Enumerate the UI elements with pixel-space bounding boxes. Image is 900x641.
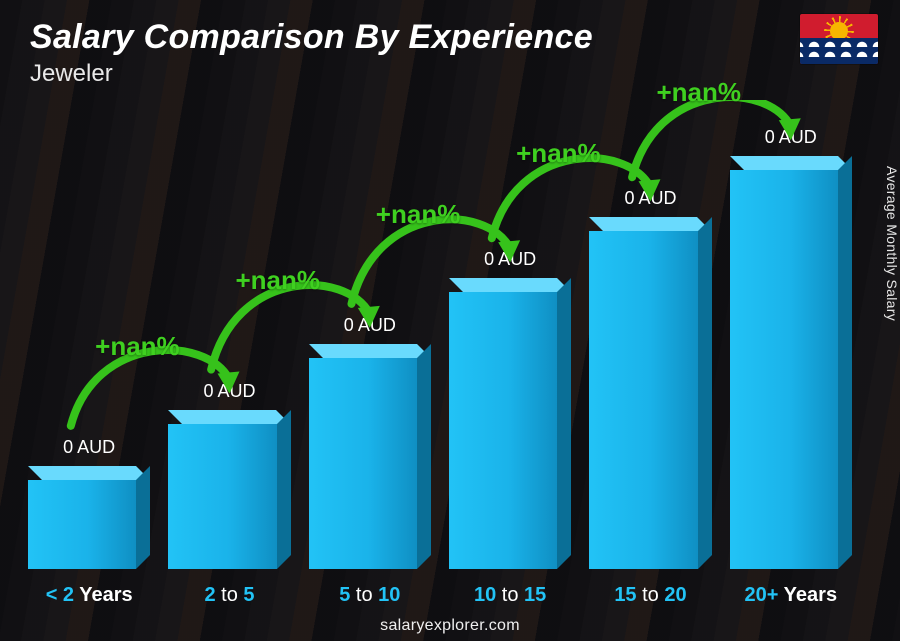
- bar-shape: [449, 278, 571, 569]
- infographic: Salary Comparison By Experience Jeweler …: [0, 0, 900, 641]
- x-label: 5 to 10: [309, 584, 431, 607]
- bar-shape: [309, 344, 431, 569]
- bar-4: 0 AUD: [589, 100, 711, 569]
- x-label: < 2 Years: [28, 584, 150, 607]
- bar-shape: [589, 217, 711, 569]
- x-label: 15 to 20: [589, 584, 711, 607]
- bar-value-label: 0 AUD: [344, 315, 396, 336]
- bar-shape: [168, 410, 290, 569]
- title: Salary Comparison By Experience: [30, 18, 593, 57]
- bar-value-label: 0 AUD: [765, 127, 817, 148]
- bar-value-label: 0 AUD: [484, 249, 536, 270]
- subtitle: Jeweler: [30, 60, 113, 88]
- bar-5: 0 AUD: [730, 100, 852, 569]
- bar-3: 0 AUD: [449, 100, 571, 569]
- y-axis-label: Average Monthly Salary: [884, 166, 900, 321]
- bar-shape: [730, 156, 852, 569]
- footer-attribution: salaryexplorer.com: [0, 617, 900, 635]
- bar-1: 0 AUD: [168, 100, 290, 569]
- bar-shape: [28, 466, 150, 569]
- x-label: 20+ Years: [730, 584, 852, 607]
- x-label: 2 to 5: [168, 584, 290, 607]
- bar-2: 0 AUD: [309, 100, 431, 569]
- bar-0: 0 AUD: [28, 100, 150, 569]
- bar-value-label: 0 AUD: [203, 381, 255, 402]
- x-label: 10 to 15: [449, 584, 571, 607]
- x-axis-labels: < 2 Years 2 to 5 5 to 10 10 to 15 15 to 20 20…: [28, 584, 852, 607]
- flag-icon: [800, 14, 878, 64]
- bar-value-label: 0 AUD: [63, 437, 115, 458]
- bar-value-label: 0 AUD: [624, 188, 676, 209]
- bar-chart: 0 AUD0 AUD0 AUD0 AUD0 AUD0 AUD +nan%+nan…: [28, 100, 852, 569]
